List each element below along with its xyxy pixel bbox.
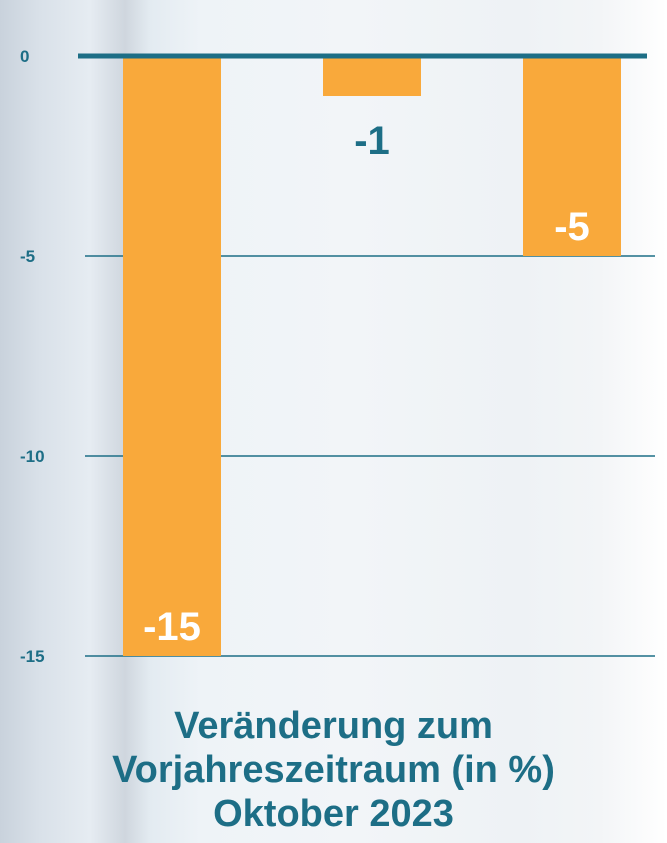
y-tick-labels: 0 -5 -10 -15 — [20, 47, 45, 666]
chart-title-line-1: Veränderung zum — [174, 705, 493, 747]
chart-title-line-3: Oktober 2023 — [213, 793, 454, 835]
bar — [123, 56, 221, 656]
bar-value-label: -15 — [143, 605, 201, 649]
y-tick-label: -15 — [20, 647, 45, 666]
bar-value-label: -5 — [554, 205, 590, 249]
bar-value-label: -1 — [354, 119, 390, 163]
y-tick-label: 0 — [20, 47, 29, 66]
bar — [323, 56, 421, 96]
y-tick-label: -5 — [20, 247, 35, 266]
chart-title: Veränderung zum Vorjahreszeitraum (in %)… — [0, 704, 667, 836]
bar-value-labels: -15 -1 -5 — [143, 119, 590, 649]
bar — [523, 56, 621, 256]
y-tick-label: -10 — [20, 447, 45, 466]
bars — [123, 56, 621, 656]
chart-title-line-2: Vorjahreszeitraum (in %) — [112, 749, 555, 791]
